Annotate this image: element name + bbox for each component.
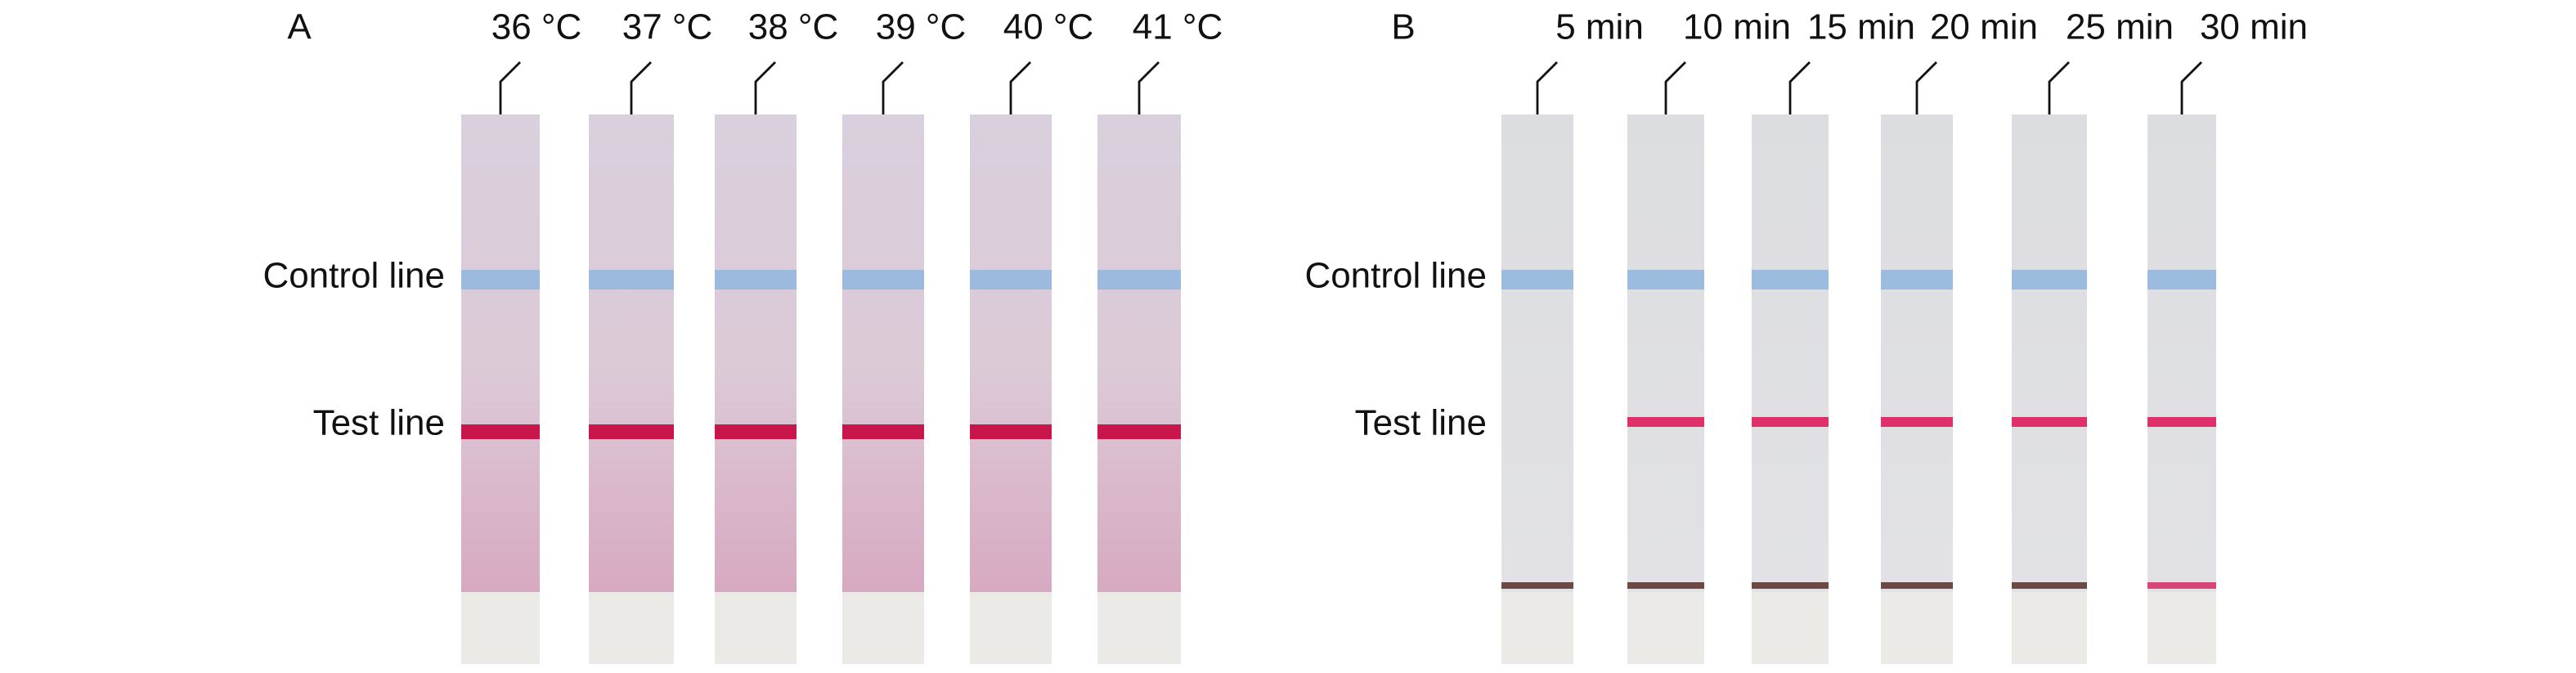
control-band bbox=[589, 270, 674, 289]
strip-label: 41 °C bbox=[1133, 7, 1223, 47]
test-strip bbox=[715, 114, 797, 592]
row-label: Test line bbox=[1355, 403, 1487, 443]
panel-label: B bbox=[1391, 7, 1415, 47]
front-line bbox=[1752, 582, 1829, 589]
strip-pad bbox=[1097, 592, 1181, 664]
test-strip bbox=[1097, 114, 1181, 592]
test-band bbox=[1627, 417, 1704, 427]
leader bbox=[1536, 61, 1558, 114]
front-line bbox=[2012, 582, 2087, 589]
test-strip bbox=[461, 114, 540, 592]
panel-label: A bbox=[287, 7, 312, 47]
strip-pad bbox=[842, 592, 924, 664]
strip-pad bbox=[461, 592, 540, 664]
leader bbox=[1915, 61, 1937, 114]
test-strip bbox=[1752, 114, 1829, 592]
leader bbox=[882, 61, 904, 114]
control-band bbox=[2147, 270, 2216, 289]
test-strip bbox=[970, 114, 1052, 592]
control-band bbox=[1752, 270, 1829, 289]
test-band bbox=[461, 424, 540, 439]
strip-label: 40 °C bbox=[1003, 7, 1094, 47]
strip-pad bbox=[1881, 592, 1953, 664]
test-strip bbox=[842, 114, 924, 592]
leader bbox=[754, 61, 776, 114]
strip-label: 15 min bbox=[1807, 7, 1915, 47]
test-band bbox=[842, 424, 924, 439]
control-band bbox=[2012, 270, 2087, 289]
test-strip bbox=[1881, 114, 1953, 592]
test-band bbox=[589, 424, 674, 439]
leader bbox=[2048, 61, 2070, 114]
strip-label: 37 °C bbox=[622, 7, 713, 47]
front-line bbox=[2147, 582, 2216, 589]
strip-label: 39 °C bbox=[876, 7, 967, 47]
leader bbox=[2180, 61, 2202, 114]
strip-label: 25 min bbox=[2066, 7, 2174, 47]
front-line bbox=[1881, 582, 1953, 589]
front-line bbox=[1501, 582, 1573, 589]
test-band bbox=[2012, 417, 2087, 427]
strip-pad bbox=[970, 592, 1052, 664]
strip-label: 20 min bbox=[1930, 7, 2038, 47]
control-band bbox=[970, 270, 1052, 289]
strip-pad bbox=[1501, 592, 1573, 664]
front-line bbox=[1627, 582, 1704, 589]
strip-label: 5 min bbox=[1555, 7, 1644, 47]
strip-pad bbox=[2147, 592, 2216, 664]
test-band bbox=[1097, 424, 1181, 439]
leader bbox=[1138, 61, 1160, 114]
test-strip bbox=[2147, 114, 2216, 592]
strip-pad bbox=[1752, 592, 1829, 664]
strip-label: 38 °C bbox=[748, 7, 839, 47]
control-band bbox=[461, 270, 540, 289]
control-band bbox=[1627, 270, 1704, 289]
leader bbox=[499, 61, 521, 114]
row-label: Control line bbox=[263, 256, 445, 296]
test-strip bbox=[1501, 114, 1573, 592]
strip-label: 36 °C bbox=[491, 7, 582, 47]
test-band bbox=[1752, 417, 1829, 427]
control-band bbox=[1097, 270, 1181, 289]
leader bbox=[630, 61, 652, 114]
control-band bbox=[842, 270, 924, 289]
test-band bbox=[1881, 417, 1953, 427]
test-band bbox=[970, 424, 1052, 439]
control-band bbox=[1881, 270, 1953, 289]
row-label: Control line bbox=[1304, 256, 1487, 296]
strip-pad bbox=[715, 592, 797, 664]
test-strip bbox=[1627, 114, 1704, 592]
leader bbox=[1009, 61, 1031, 114]
strip-pad bbox=[589, 592, 674, 664]
test-band bbox=[715, 424, 797, 439]
strip-pad bbox=[2012, 592, 2087, 664]
test-strip bbox=[2012, 114, 2087, 592]
strip-pad bbox=[1627, 592, 1704, 664]
control-band bbox=[715, 270, 797, 289]
test-strip bbox=[589, 114, 674, 592]
strip-label: 30 min bbox=[2200, 7, 2308, 47]
test-band bbox=[2147, 417, 2216, 427]
control-band bbox=[1501, 270, 1573, 289]
row-label: Test line bbox=[313, 403, 445, 443]
strip-label: 10 min bbox=[1683, 7, 1791, 47]
leader bbox=[1664, 61, 1686, 114]
leader bbox=[1788, 61, 1811, 114]
